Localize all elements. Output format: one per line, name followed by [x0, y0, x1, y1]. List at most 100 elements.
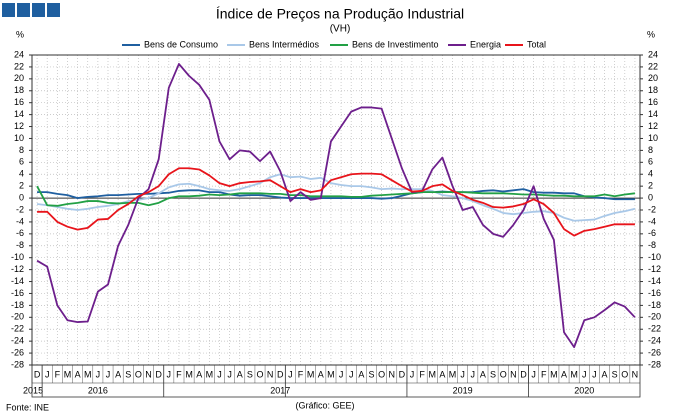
- y2-tick-label: 6: [648, 157, 653, 167]
- y2-tick-label: -28: [648, 359, 661, 369]
- y-tick-label: 6: [19, 157, 24, 167]
- x-tick-label: D: [520, 369, 527, 379]
- y2-tick-label: -2: [648, 204, 656, 214]
- y2-tick-label: 18: [648, 85, 658, 95]
- y2-tick-label: 22: [648, 61, 658, 71]
- y2-tick-label: 0: [648, 192, 653, 202]
- x-tick-label: O: [135, 369, 142, 379]
- x-tick-label: M: [185, 369, 193, 379]
- y-tick-label: 4: [19, 169, 24, 179]
- x-tick-label: M: [327, 369, 335, 379]
- x-tick-label: O: [621, 369, 628, 379]
- x-tick-label: M: [449, 369, 457, 379]
- x-tick-label: J: [288, 369, 293, 379]
- y-tick-label: -18: [11, 300, 24, 310]
- x-tick-label: M: [550, 369, 558, 379]
- x-tick-label: J: [217, 369, 222, 379]
- logo-square: [32, 3, 45, 17]
- x-tick-label: A: [237, 369, 243, 379]
- y2-unit: %: [647, 29, 655, 39]
- x-tick-label: J: [227, 369, 232, 379]
- x-tick-label: N: [510, 369, 517, 379]
- y2-tick-label: -24: [648, 336, 661, 346]
- x-tick-label: M: [84, 369, 92, 379]
- chart-subtitle: (VH): [330, 24, 351, 35]
- x-tick-label: S: [125, 369, 131, 379]
- y2-tick-label: 12: [648, 121, 658, 131]
- y-tick-label: -2: [16, 204, 24, 214]
- x-tick-label: D: [155, 369, 162, 379]
- x-tick-label: J: [582, 369, 587, 379]
- year-label: 2020: [574, 385, 594, 395]
- y-tick-label: -8: [16, 240, 24, 250]
- y-tick-label: 2: [19, 181, 24, 191]
- y2-tick-label: -22: [648, 324, 661, 334]
- x-tick-label: S: [247, 369, 253, 379]
- y-tick-label: -20: [11, 312, 24, 322]
- x-tick-label: J: [349, 369, 354, 379]
- y2-tick-label: 8: [648, 145, 653, 155]
- series-line: [37, 167, 635, 237]
- y-tick-label: 14: [14, 109, 24, 119]
- x-tick-label: O: [500, 369, 507, 379]
- x-tick-label: J: [167, 369, 172, 379]
- y2-tick-label: -4: [648, 216, 656, 226]
- y-tick-label: 0: [19, 192, 24, 202]
- x-tick-label: F: [541, 369, 547, 379]
- y2-tick-label: -10: [648, 252, 661, 262]
- x-tick-label: F: [298, 369, 304, 379]
- x-tick-label: F: [176, 369, 182, 379]
- x-tick-label: M: [429, 369, 437, 379]
- x-tick-label: J: [410, 369, 415, 379]
- x-tick-label: J: [96, 369, 101, 379]
- x-tick-label: A: [602, 369, 608, 379]
- source: Fonte: INE: [6, 402, 49, 412]
- y2-tick-label: 4: [648, 169, 653, 179]
- x-tick-label: J: [106, 369, 111, 379]
- x-tick-label: N: [388, 369, 395, 379]
- y-tick-label: 20: [14, 73, 24, 83]
- y-tick-label: 16: [14, 97, 24, 107]
- x-tick-label: S: [612, 369, 618, 379]
- y2-tick-label: 14: [648, 109, 658, 119]
- credit: (Gráfico: GEE): [295, 400, 354, 410]
- x-tick-label: F: [55, 369, 61, 379]
- y2-tick-label: -8: [648, 240, 656, 250]
- x-tick-label: S: [368, 369, 374, 379]
- logo-square: [2, 3, 15, 17]
- legend-label: Bens Intermédios: [249, 39, 320, 49]
- y-tick-label: -28: [11, 359, 24, 369]
- x-tick-label: J: [471, 369, 476, 379]
- x-tick-label: A: [115, 369, 121, 379]
- x-tick-label: M: [206, 369, 214, 379]
- y2-tick-label: -20: [648, 312, 661, 322]
- x-tick-label: F: [419, 369, 425, 379]
- x-tick-label: S: [490, 369, 496, 379]
- logo-square: [17, 3, 30, 17]
- y2-tick-label: -26: [648, 347, 661, 357]
- x-tick-label: D: [34, 369, 41, 379]
- y2-tick-label: 24: [648, 49, 658, 59]
- x-tick-label: A: [439, 369, 445, 379]
- y-tick-label: 8: [19, 145, 24, 155]
- x-tick-label: M: [570, 369, 578, 379]
- y-tick-label: -24: [11, 336, 24, 346]
- x-tick-label: A: [75, 369, 81, 379]
- year-label: 2016: [88, 385, 108, 395]
- y-tick-label: 18: [14, 85, 24, 95]
- x-tick-label: M: [307, 369, 315, 379]
- chart-title: Índice de Preços na Produção Industrial: [216, 6, 464, 22]
- y2-tick-label: -16: [648, 288, 661, 298]
- x-tick-label: J: [45, 369, 50, 379]
- series-line: [36, 185, 636, 207]
- y-tick-label: 12: [14, 121, 24, 131]
- y-tick-label: 22: [14, 61, 24, 71]
- y-tick-label: -10: [11, 252, 24, 262]
- x-tick-label: D: [277, 369, 284, 379]
- legend-label: Energia: [470, 39, 501, 49]
- series-line: [36, 63, 636, 349]
- x-tick-label: A: [561, 369, 567, 379]
- x-tick-label: N: [267, 369, 274, 379]
